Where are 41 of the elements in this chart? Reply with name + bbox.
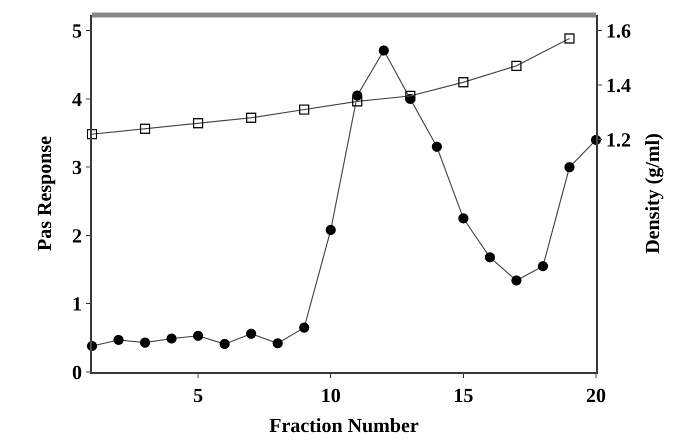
y2-tick-label: 1.4 (606, 74, 631, 97)
y2-tick-label: 1.2 (606, 130, 631, 152)
point (140, 124, 150, 134)
point (193, 330, 204, 341)
y-tick-label: 0 (72, 362, 82, 384)
y-tick-label: 2 (72, 225, 82, 248)
y-tick-label: 5 (72, 20, 82, 43)
x-tick-label: 10 (320, 385, 341, 407)
point (432, 142, 442, 152)
x-tick-label: 20 (586, 385, 606, 407)
point (272, 338, 283, 348)
point (405, 90, 416, 102)
point (564, 162, 575, 172)
point (458, 213, 468, 224)
point (86, 129, 98, 140)
point (193, 118, 204, 128)
y-tick-label: 4 (72, 88, 82, 111)
y-tick-label: 1 (72, 294, 82, 316)
y-tick-label: 3 (72, 157, 82, 180)
y2-axis-title: Density (g/ml) (642, 133, 664, 254)
point (378, 45, 389, 56)
point (299, 104, 310, 115)
point (484, 252, 495, 262)
point (246, 328, 256, 339)
y-axis-title: Pas Response (34, 136, 56, 252)
point (246, 112, 256, 123)
x-tick-label: 15 (453, 385, 474, 407)
x-axis-title: Fraction Number (269, 415, 419, 437)
point (564, 33, 575, 44)
point (166, 333, 177, 344)
point (299, 322, 310, 333)
point (511, 60, 522, 71)
point (326, 224, 336, 236)
point (113, 334, 124, 346)
point (458, 77, 468, 88)
point (538, 261, 548, 272)
point (140, 338, 150, 348)
point (220, 338, 230, 350)
y2-tick-label: 1.6 (606, 20, 631, 42)
point (511, 275, 522, 286)
x-tick-label: 5 (193, 385, 204, 407)
